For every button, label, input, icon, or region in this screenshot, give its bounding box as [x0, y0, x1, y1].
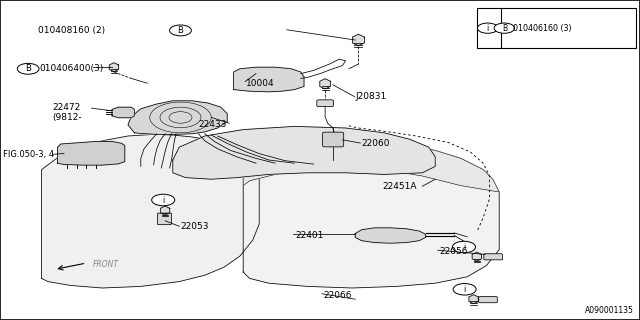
Circle shape — [453, 284, 476, 295]
FancyBboxPatch shape — [484, 254, 502, 260]
FancyBboxPatch shape — [317, 100, 333, 107]
Text: 22060: 22060 — [362, 139, 390, 148]
Text: 22451A: 22451A — [383, 182, 417, 191]
Text: 010406400(3): 010406400(3) — [40, 64, 104, 73]
Circle shape — [477, 23, 498, 33]
Text: 10004: 10004 — [246, 79, 275, 88]
Polygon shape — [353, 34, 364, 46]
Polygon shape — [128, 101, 227, 134]
Polygon shape — [320, 79, 330, 89]
Polygon shape — [109, 63, 118, 72]
FancyBboxPatch shape — [157, 213, 172, 225]
Text: 22401: 22401 — [296, 231, 324, 240]
Text: A090001135: A090001135 — [585, 306, 634, 315]
Polygon shape — [469, 295, 478, 304]
Text: i: i — [162, 196, 164, 204]
Text: B: B — [502, 24, 507, 33]
Text: 22472: 22472 — [52, 103, 81, 112]
Text: 22066: 22066 — [323, 291, 352, 300]
Polygon shape — [173, 126, 435, 179]
Polygon shape — [243, 144, 499, 288]
Text: B: B — [25, 64, 31, 73]
Polygon shape — [161, 206, 170, 215]
Polygon shape — [42, 134, 259, 288]
Text: FIG.050-3, 4: FIG.050-3, 4 — [3, 150, 54, 159]
Text: 22433: 22433 — [198, 120, 227, 129]
Circle shape — [494, 23, 515, 33]
Text: i: i — [463, 243, 465, 252]
Circle shape — [452, 241, 476, 253]
Text: 010408160 (2): 010408160 (2) — [38, 26, 106, 35]
Text: J20831: J20831 — [355, 92, 387, 100]
Circle shape — [152, 194, 175, 206]
Text: 010406160 (3): 010406160 (3) — [513, 24, 572, 33]
Circle shape — [170, 25, 191, 36]
Polygon shape — [58, 141, 125, 165]
Text: FRONT: FRONT — [93, 260, 119, 269]
Text: i: i — [463, 285, 466, 294]
Text: i: i — [486, 24, 489, 33]
Polygon shape — [355, 228, 426, 243]
Polygon shape — [112, 107, 134, 118]
Text: (9812-: (9812- — [52, 113, 82, 122]
Circle shape — [17, 63, 39, 74]
Polygon shape — [472, 252, 481, 261]
FancyBboxPatch shape — [477, 8, 636, 48]
Text: B: B — [177, 26, 184, 35]
Text: 22056: 22056 — [439, 247, 468, 256]
FancyBboxPatch shape — [479, 297, 497, 303]
Polygon shape — [243, 144, 499, 192]
FancyBboxPatch shape — [323, 132, 344, 147]
Text: 22053: 22053 — [180, 222, 209, 231]
Polygon shape — [234, 67, 304, 92]
